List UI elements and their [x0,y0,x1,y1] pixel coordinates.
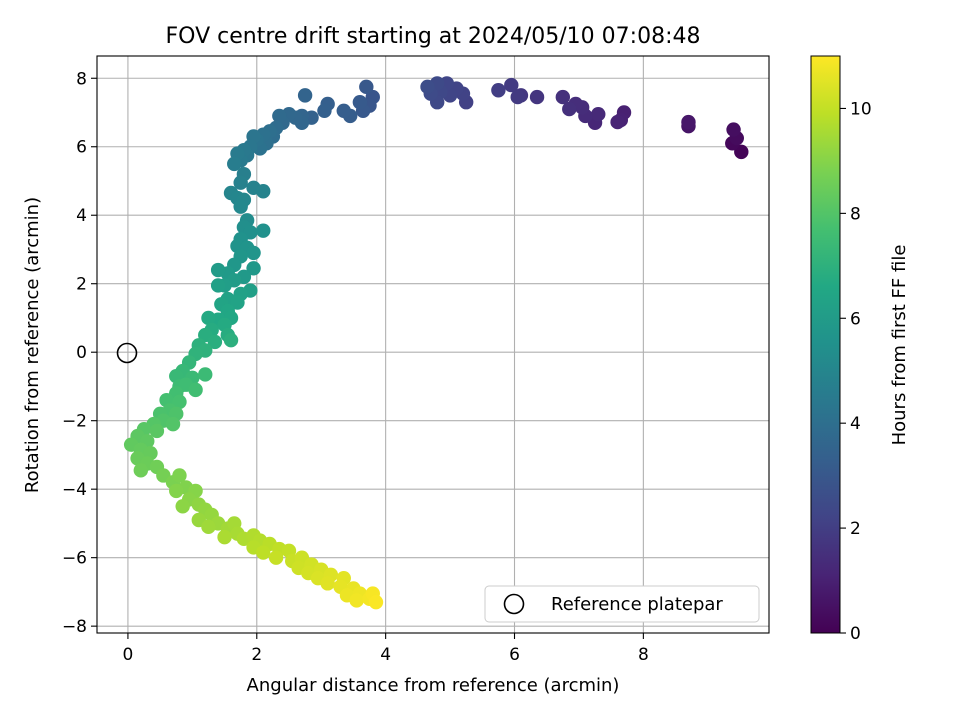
data-point [256,184,271,199]
chart-title: FOV centre drift starting at 2024/05/10 … [166,24,701,49]
data-point [726,122,741,137]
colorbar-tick-label: 2 [850,519,861,539]
scatter-points [123,76,749,610]
data-point [233,199,248,214]
data-point [420,79,435,95]
x-tick-label: 8 [638,645,649,665]
data-point [233,175,248,190]
data-point [210,262,226,278]
data-point [272,108,287,124]
y-tick-label: 4 [76,206,87,226]
data-point [169,483,184,499]
y-tick-label: −4 [62,480,87,500]
colorbar-tick-label: 8 [850,204,861,224]
data-point [352,95,368,110]
colorbar-tick-label: 4 [850,414,861,434]
data-point [336,103,351,118]
colorbar-ticks: 0 2 4 6 8 10 [840,99,872,644]
x-tick-label: 2 [251,645,262,665]
data-point [562,101,577,117]
data-point [201,519,216,535]
data-point [210,278,226,293]
data-point [297,88,313,103]
colorbar-tick-label: 6 [850,309,861,329]
data-point [133,463,149,478]
data-point [246,261,261,276]
data-point [207,334,223,350]
data-point [227,156,242,172]
legend-label: Reference platepar [551,594,723,615]
plot-frame [96,55,770,634]
data-point [172,468,187,483]
data-point [317,103,332,118]
data-point [230,295,245,310]
data-point [368,594,384,610]
x-tick-label: 6 [509,645,520,665]
x-tick-label: 4 [380,645,391,665]
data-point [529,89,545,105]
data-point [149,423,165,439]
data-point [610,114,625,130]
data-point [268,550,284,565]
y-tick-label: 0 [76,343,87,363]
data-point [198,367,213,382]
x-tick-label: 0 [123,645,134,665]
x-axis-label: Angular distance from reference (arcmin) [247,675,620,696]
data-point [555,89,571,105]
axes: 0 2 4 6 8 −8 −6 −4 −2 0 2 4 6 8 [62,69,649,665]
colorbar-label: Hours from first FF file [889,245,910,446]
data-point [246,245,261,261]
data-point [217,529,232,545]
data-point [504,77,519,93]
y-tick-label: −8 [62,617,87,637]
data-point [165,416,181,432]
data-point [175,499,190,514]
colorbar: 0 2 4 6 8 10 Hours from first FF file [810,55,910,644]
data-point [510,89,525,105]
legend-box [484,585,760,623]
data-point [359,79,374,95]
y-tick-label: −2 [62,412,87,432]
data-point [491,83,506,98]
colorbar-tick-label: 0 [850,624,861,644]
data-point [188,382,203,398]
data-point [256,545,271,560]
data-point [172,394,187,410]
y-tick-label: 6 [76,138,87,158]
data-point [320,576,335,591]
reference-platepar-marker [116,342,138,364]
colorbar-gradient [810,55,841,634]
legend: Reference platepar [484,585,760,623]
colorbar-tick-label: 10 [850,99,872,119]
data-point [734,144,749,160]
data-point [349,593,364,608]
y-tick-label: −6 [62,549,87,569]
data-point [591,107,606,122]
legend-marker [503,593,525,615]
data-point [201,310,216,326]
data-point [681,114,696,130]
data-point [223,333,239,348]
y-axis-label: Rotation from reference (arcmin) [22,197,43,493]
y-tick-label: 2 [76,275,87,295]
y-tick-label: 8 [76,69,87,89]
data-point [256,223,271,238]
